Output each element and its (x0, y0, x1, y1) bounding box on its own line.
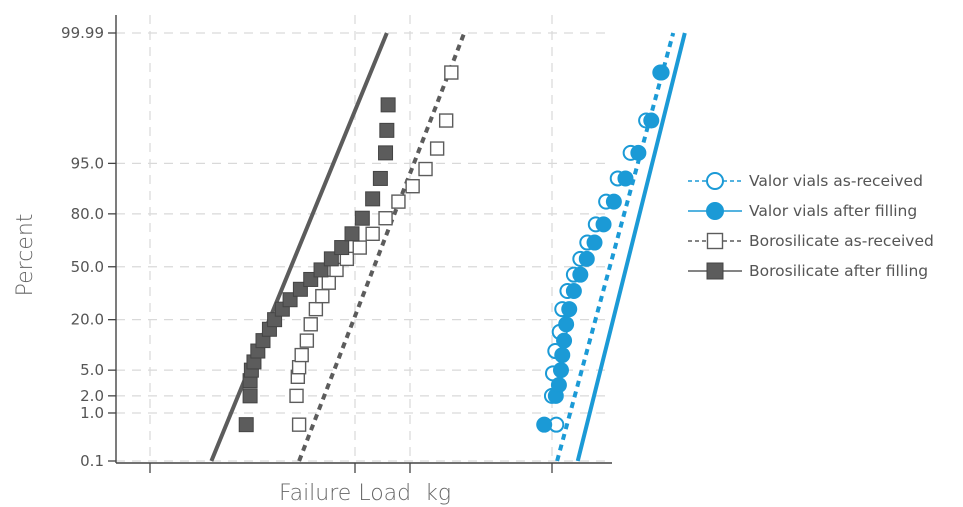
filled-circle-marker (617, 170, 634, 187)
fit-line (209, 32, 389, 462)
open-square-marker (303, 317, 318, 332)
y-tick-label: 80.0 (71, 205, 104, 223)
open-square-marker (352, 240, 367, 255)
filled-circle-marker (536, 416, 553, 433)
filled-circle-marker (552, 362, 569, 379)
filled-square-marker (378, 145, 394, 161)
open-square-marker (321, 275, 336, 290)
filled-square-marker (372, 170, 388, 186)
x-axis-title: Failure Load kg (279, 481, 451, 506)
filled-square-marker (365, 191, 381, 207)
y-tick-label: 2.0 (80, 387, 104, 405)
filled-circle-marker (561, 301, 578, 318)
filled-square-marker (354, 210, 370, 226)
fit-line (297, 32, 467, 462)
filled-circle-marker (643, 112, 660, 129)
filled-circle-marker (595, 216, 612, 233)
fit-lines (209, 32, 687, 462)
y-tick-label: 99.99 (61, 24, 104, 42)
axes: 0.1 1.02.0 5.0 20.0 50.0 80.0 95.0 99.99 (61, 15, 612, 473)
legend-label: Borosilicate after filling (749, 262, 928, 280)
open-square-marker (391, 194, 406, 209)
y-tick-label: 20.0 (71, 311, 104, 329)
filled-square-marker (313, 262, 329, 278)
filled-circle-marker (554, 347, 571, 364)
filled-square-marker (242, 388, 258, 404)
filled-square-marker (379, 122, 395, 138)
open-square-marker (291, 417, 307, 432)
filled-square-marker (706, 262, 724, 280)
filled-circle-marker (706, 202, 724, 220)
filled-square-marker (380, 97, 396, 113)
filled-circle-marker (653, 64, 670, 81)
open-square-marker (365, 226, 380, 241)
filled-circle-marker (630, 144, 647, 161)
series-points (238, 97, 396, 433)
open-square-marker (438, 113, 454, 128)
y-tick-label: 5.0 (80, 361, 104, 379)
series-points (289, 65, 459, 432)
open-square-marker (418, 161, 433, 177)
filled-circle-marker (572, 266, 589, 283)
y-axis-title: Percent (13, 214, 38, 297)
legend-label: Borosilicate as-received (749, 232, 934, 250)
grid (116, 15, 612, 463)
open-square-marker (429, 141, 445, 156)
filled-circle-marker (565, 282, 582, 299)
open-square-marker (378, 211, 393, 226)
legend: Valor vials as-received Valor vials after… (688, 172, 934, 280)
open-square-marker (308, 301, 324, 317)
filled-circle-marker (556, 332, 573, 349)
y-tick-label: 1.0 (80, 404, 104, 422)
legend-entry: Borosilicate after filling (688, 262, 928, 280)
open-square-marker (706, 232, 724, 250)
filled-circle-marker (578, 250, 595, 267)
y-tick-label: 0.1 (80, 452, 104, 470)
open-square-marker (294, 347, 309, 363)
filled-square-marker (334, 240, 350, 256)
open-square-marker (291, 360, 307, 375)
open-square-marker (289, 388, 304, 404)
legend-entry: Borosilicate as-received (688, 232, 934, 250)
filled-circle-marker (586, 234, 603, 251)
legend-label: Valor vials after filling (749, 202, 917, 220)
open-square-marker (315, 288, 330, 304)
open-circle-marker (706, 172, 724, 190)
data-points (238, 64, 670, 433)
open-square-marker (299, 333, 315, 348)
series-points (536, 64, 670, 433)
fit-line (575, 32, 687, 462)
filled-circle-marker (550, 376, 567, 393)
open-square-marker (444, 65, 459, 80)
y-tick-label: 50.0 (71, 258, 104, 276)
legend-label: Valor vials as-received (749, 172, 923, 190)
filled-square-marker (323, 251, 339, 267)
legend-entry: Valor vials after filling (688, 202, 917, 220)
filled-circle-marker (558, 316, 575, 333)
open-square-marker (405, 179, 420, 194)
fit-line (555, 32, 676, 462)
filled-square-marker (344, 226, 360, 242)
y-tick-label: 95.0 (71, 154, 104, 172)
legend-entry: Valor vials as-received (688, 172, 923, 190)
filled-circle-marker (605, 193, 622, 210)
filled-square-marker (238, 417, 254, 433)
